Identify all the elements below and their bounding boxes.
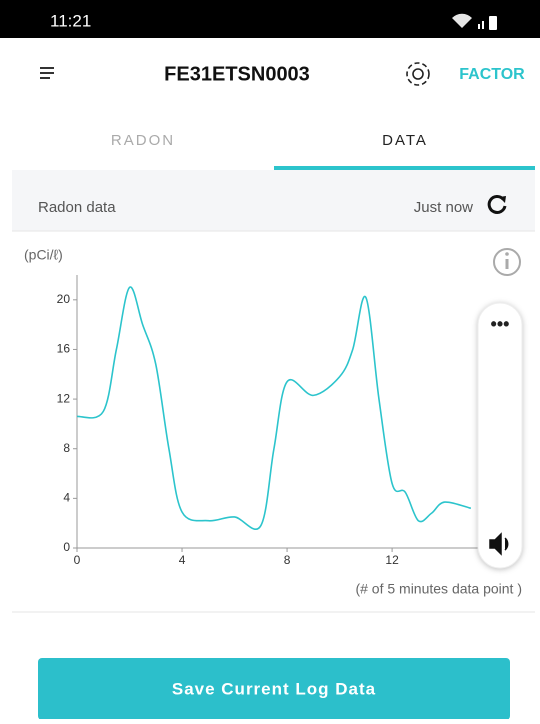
refresh-icon[interactable]	[487, 194, 507, 214]
save-button-label: Save Current Log Data	[172, 679, 376, 698]
x-axis-label: (# of 5 minutes data point )	[355, 581, 522, 597]
menu-icon[interactable]	[40, 67, 54, 79]
save-button[interactable]	[38, 658, 510, 720]
side-panel	[477, 302, 523, 569]
status-time: 11:21	[50, 11, 91, 30]
status-bar	[0, 0, 540, 38]
refresh-arrow	[499, 196, 506, 203]
info-label: Radon data	[38, 199, 116, 216]
y-tick-label: 12	[57, 391, 71, 405]
volume-icon[interactable]	[489, 532, 509, 556]
y-tick-label: 4	[63, 491, 70, 505]
tab[interactable]: RADON	[111, 132, 175, 149]
status-icons	[452, 13, 497, 30]
y-tick-label: 16	[57, 342, 71, 356]
tab-active[interactable]: DATA	[382, 132, 428, 149]
y-axis-label: (pCi/ℓ)	[24, 247, 63, 263]
x-tick-label: 4	[179, 553, 186, 567]
settings-icon[interactable]	[406, 62, 430, 86]
x-tick-label: 0	[74, 553, 81, 567]
y-tick-label: 8	[63, 441, 70, 455]
y-tick-label: 0	[63, 540, 70, 554]
y-tick-label: 20	[57, 292, 71, 306]
x-tick-label: 8	[284, 553, 291, 567]
updated: Just now	[414, 199, 473, 216]
tab-indicator	[274, 166, 535, 170]
device-title: FE31ETSN0003	[164, 63, 310, 85]
info-bar	[12, 170, 535, 231]
info-icon[interactable]	[493, 248, 521, 276]
data-line	[76, 286, 472, 531]
x-tick-label: 12	[385, 553, 399, 567]
more-icon[interactable]: •••	[491, 314, 510, 334]
brand[interactable]: FACTOR	[459, 66, 525, 83]
